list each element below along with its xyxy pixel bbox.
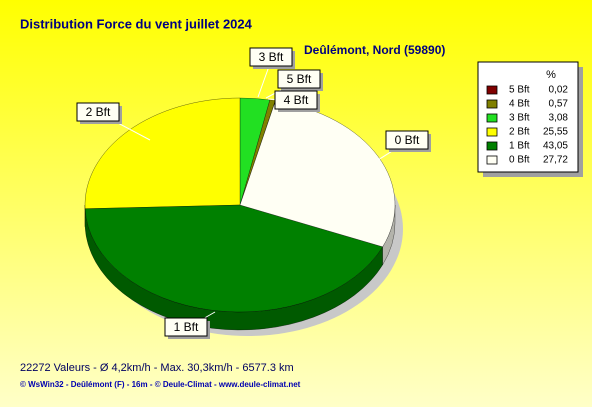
label-box [249, 47, 293, 67]
legend-label: 5 Bft [509, 85, 530, 96]
label-box [277, 69, 321, 89]
slice-label: 2 Bft [86, 105, 111, 119]
legend-swatch [486, 127, 498, 137]
slice-label: 4 Bft [284, 93, 309, 107]
label-box [76, 102, 120, 122]
pie-slice [84, 97, 241, 209]
legend-value: 0,57 [549, 99, 569, 110]
slice-label: 5 Bft [287, 72, 312, 86]
legend-value: 3,08 [549, 113, 569, 124]
legend-swatch [486, 85, 498, 95]
legend-value: 0,02 [549, 85, 569, 96]
chart-title: Distribution Force du vent juillet 2024 [20, 16, 253, 31]
label-box [164, 317, 208, 337]
label-box [385, 130, 429, 150]
legend-value: 27,72 [543, 155, 568, 166]
slice-labels: 5 Bft 4 Bft 3 Bft 2 Bft 1 Bft 0 Bft [76, 47, 431, 339]
legend-swatch [486, 141, 498, 151]
legend: 5 Bft 0,02 4 Bft 0,57 3 Bft 3,08 2 Bft 25,55 1 B… [486, 85, 569, 166]
pie-slice [84, 204, 383, 313]
legend-header: % [546, 69, 556, 81]
legend-label: 0 Bft [509, 155, 530, 166]
chart-subtitle: Deûlémont, Nord (59890) [304, 43, 445, 57]
slice-label: 3 Bft [259, 50, 284, 64]
legend-swatch [486, 155, 498, 165]
slice-label: 1 Bft [174, 320, 199, 334]
legend-swatch [486, 99, 498, 109]
label-box [274, 90, 318, 110]
legend-value: 25,55 [543, 127, 568, 138]
credits: © WsWin32 - Deûlémont (F) - 16m - © Deul… [20, 380, 301, 389]
legend-label: 2 Bft [509, 127, 530, 138]
legend-label: 4 Bft [509, 99, 530, 110]
footer: 22272 Valeurs - Ø 4,2km/h - Max. 30,3km/… [20, 362, 294, 374]
slice-label: 0 Bft [395, 133, 420, 147]
pie-tops [84, 97, 396, 313]
legend-value: 43,05 [543, 141, 568, 152]
legend-label: 1 Bft [509, 141, 530, 152]
legend-label: 3 Bft [509, 113, 530, 124]
legend-swatch [486, 113, 498, 123]
